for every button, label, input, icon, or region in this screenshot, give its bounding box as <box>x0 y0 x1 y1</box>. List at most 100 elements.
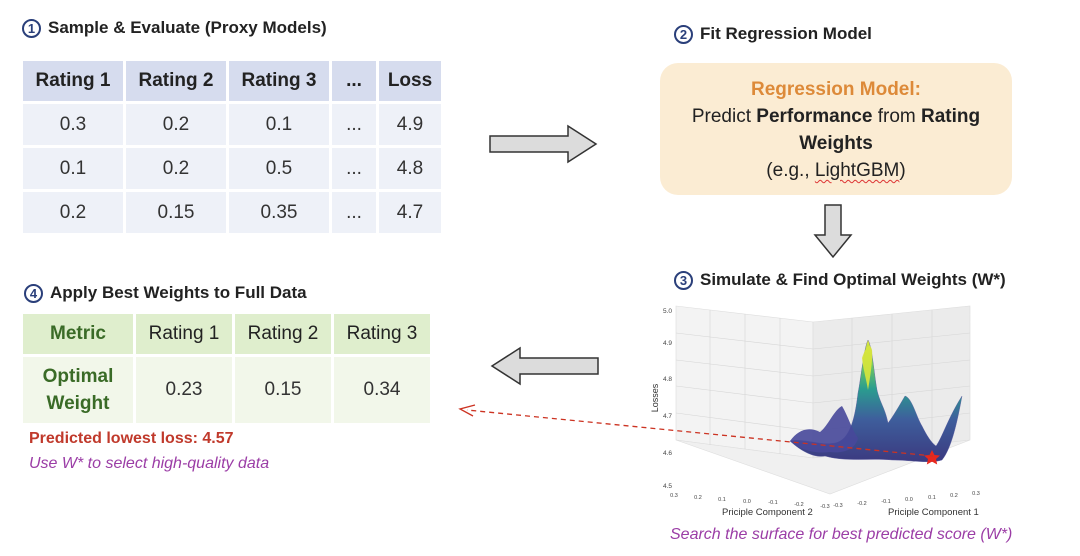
table-cell: 0.1 <box>229 104 329 145</box>
arrow-right-icon <box>489 124 598 164</box>
regression-model-box: Regression Model: Predict Performance fr… <box>660 63 1012 195</box>
table-cell: ... <box>332 148 376 189</box>
arrow-down-icon <box>813 204 853 259</box>
row-label-line: Optimal <box>42 366 114 387</box>
text-bold: Rating <box>921 106 981 127</box>
table-row: Optimal Weight 0.23 0.15 0.34 <box>23 357 430 423</box>
y-tick-label: 0.1 <box>718 497 726 503</box>
text-span: Predict <box>691 106 757 127</box>
surface-front-ridge <box>790 406 858 453</box>
table-header-row: Rating 1 Rating 2 Rating 3 ... Loss <box>23 61 441 101</box>
table-cell: 0.34 <box>334 357 430 423</box>
step4-title-text: Apply Best Weights to Full Data <box>50 283 307 302</box>
y-tick-label: -0.3 <box>820 504 829 510</box>
table-header-row: Metric Rating 1 Rating 2 Rating 3 <box>23 314 430 354</box>
text-span: (e.g., <box>766 160 815 181</box>
col-header-metric: Metric <box>23 314 133 354</box>
col-header-loss: Loss <box>379 61 441 101</box>
optimal-weights-table: Metric Rating 1 Rating 2 Rating 3 Optima… <box>20 311 433 426</box>
y-tick-label: -0.2 <box>794 502 803 508</box>
col-header-rating2: Rating 2 <box>126 61 226 101</box>
surface-caption: Search the surface for best predicted sc… <box>670 526 1013 543</box>
col-header-rating1: Rating 1 <box>136 314 232 354</box>
table-cell: 0.15 <box>235 357 331 423</box>
text-span: ) <box>899 160 906 181</box>
dashed-arrow-head-icon <box>458 404 476 417</box>
y-tick-label: 0.3 <box>670 493 678 499</box>
table-row: 0.3 0.2 0.1 ... 4.9 <box>23 104 441 145</box>
row-label-line: Weight <box>46 393 110 414</box>
col-header-rating3: Rating 3 <box>229 61 329 101</box>
step1-title: 1 Sample & Evaluate (Proxy Models) <box>22 18 327 38</box>
predicted-loss-note: Predicted lowest loss: 4.57 <box>29 430 234 447</box>
proxy-results-table: Rating 1 Rating 2 Rating 3 ... Loss 0.3 … <box>20 58 444 236</box>
regression-box-line3: (e.g., LightGBM) <box>660 157 1012 184</box>
x-tick-label: -0.2 <box>857 501 866 507</box>
table-cell: 0.3 <box>23 104 123 145</box>
col-header-rating2: Rating 2 <box>235 314 331 354</box>
table-cell: 4.8 <box>379 148 441 189</box>
regression-box-line1: Predict Performance from Rating <box>660 103 1012 130</box>
y-tick-label: -0.1 <box>768 500 777 506</box>
step2-title-text: Fit Regression Model <box>700 24 872 43</box>
table-row: 0.1 0.2 0.5 ... 4.8 <box>23 148 441 189</box>
text-span: from <box>872 106 922 127</box>
arrow-left-icon <box>490 346 599 386</box>
loss-surface <box>789 339 963 462</box>
regression-box-title: Regression Model: <box>751 79 921 100</box>
step3-title: 3 Simulate & Find Optimal Weights (W*) <box>674 270 1006 290</box>
z-tick-label: 4.7 <box>663 413 672 420</box>
z-tick-label: 4.6 <box>663 450 672 457</box>
z-tick-label: 4.5 <box>663 483 672 490</box>
col-header-rating1: Rating 1 <box>23 61 123 101</box>
y-ticks: 0.3 0.2 0.1 0.0 -0.1 -0.2 -0.3 <box>670 493 830 510</box>
z-tick-label: 5.0 <box>663 308 672 315</box>
table-row: 0.2 0.15 0.35 ... 4.7 <box>23 192 441 233</box>
z-ticks: 4.5 4.6 4.7 4.8 4.9 5.0 <box>663 308 672 490</box>
step2-title: 2 Fit Regression Model <box>674 24 872 44</box>
x-tick-label: -0.3 <box>833 503 842 509</box>
dashed-arrow-line <box>466 409 934 457</box>
dashed-arrow <box>458 404 934 457</box>
lightgbm-text: LightGBM <box>814 160 900 181</box>
table-cell: 0.35 <box>229 192 329 233</box>
step2-number: 2 <box>674 24 693 44</box>
step3-title-text: Simulate & Find Optimal Weights (W*) <box>700 270 1006 289</box>
row-label-optimal-weight: Optimal Weight <box>23 357 133 423</box>
grid-lines <box>675 310 971 454</box>
z-tick-label: 4.9 <box>663 340 672 347</box>
x-tick-label: -0.1 <box>881 499 890 505</box>
step4-number: 4 <box>24 283 43 303</box>
y-tick-label: 0.2 <box>694 495 702 501</box>
regression-box-line2: Weights <box>660 130 1012 157</box>
table-cell: 0.2 <box>23 192 123 233</box>
col-header-ellipsis: ... <box>332 61 376 101</box>
text-bold: Performance <box>756 106 873 127</box>
z-axis-label: Losses <box>650 383 660 412</box>
text-bold: Weights <box>799 133 873 154</box>
table-cell: 4.7 <box>379 192 441 233</box>
x-tick-label: 0.0 <box>905 497 913 503</box>
x-tick-label: 0.2 <box>950 493 958 499</box>
step1-number: 1 <box>22 18 41 38</box>
col-header-rating3: Rating 3 <box>334 314 430 354</box>
table-cell: ... <box>332 104 376 145</box>
z-tick-label: 4.8 <box>663 376 672 383</box>
loss-surface-chart: 4.5 4.6 4.7 4.8 4.9 5.0 Losses 0.3 0.2 0… <box>650 305 980 518</box>
x-tick-label: 0.1 <box>928 495 936 501</box>
step1-title-text: Sample & Evaluate (Proxy Models) <box>48 18 327 37</box>
table-cell: 4.9 <box>379 104 441 145</box>
table-cell: 0.2 <box>126 148 226 189</box>
surface-peak <box>862 345 873 390</box>
step4-title: 4 Apply Best Weights to Full Data <box>24 283 307 303</box>
use-weights-note: Use W* to select high-quality data <box>29 455 270 472</box>
table-cell: 0.5 <box>229 148 329 189</box>
table-cell: 0.2 <box>126 104 226 145</box>
x-ticks: -0.3 -0.2 -0.1 0.0 0.1 0.2 0.3 <box>833 491 980 509</box>
x-tick-label: 0.3 <box>972 491 980 497</box>
optimum-star-icon <box>924 450 940 465</box>
y-axis-label: Priciple Component 2 <box>722 507 813 518</box>
x-axis-label: Priciple Component 1 <box>888 507 979 518</box>
table-cell: 0.1 <box>23 148 123 189</box>
y-tick-label: 0.0 <box>743 499 751 505</box>
